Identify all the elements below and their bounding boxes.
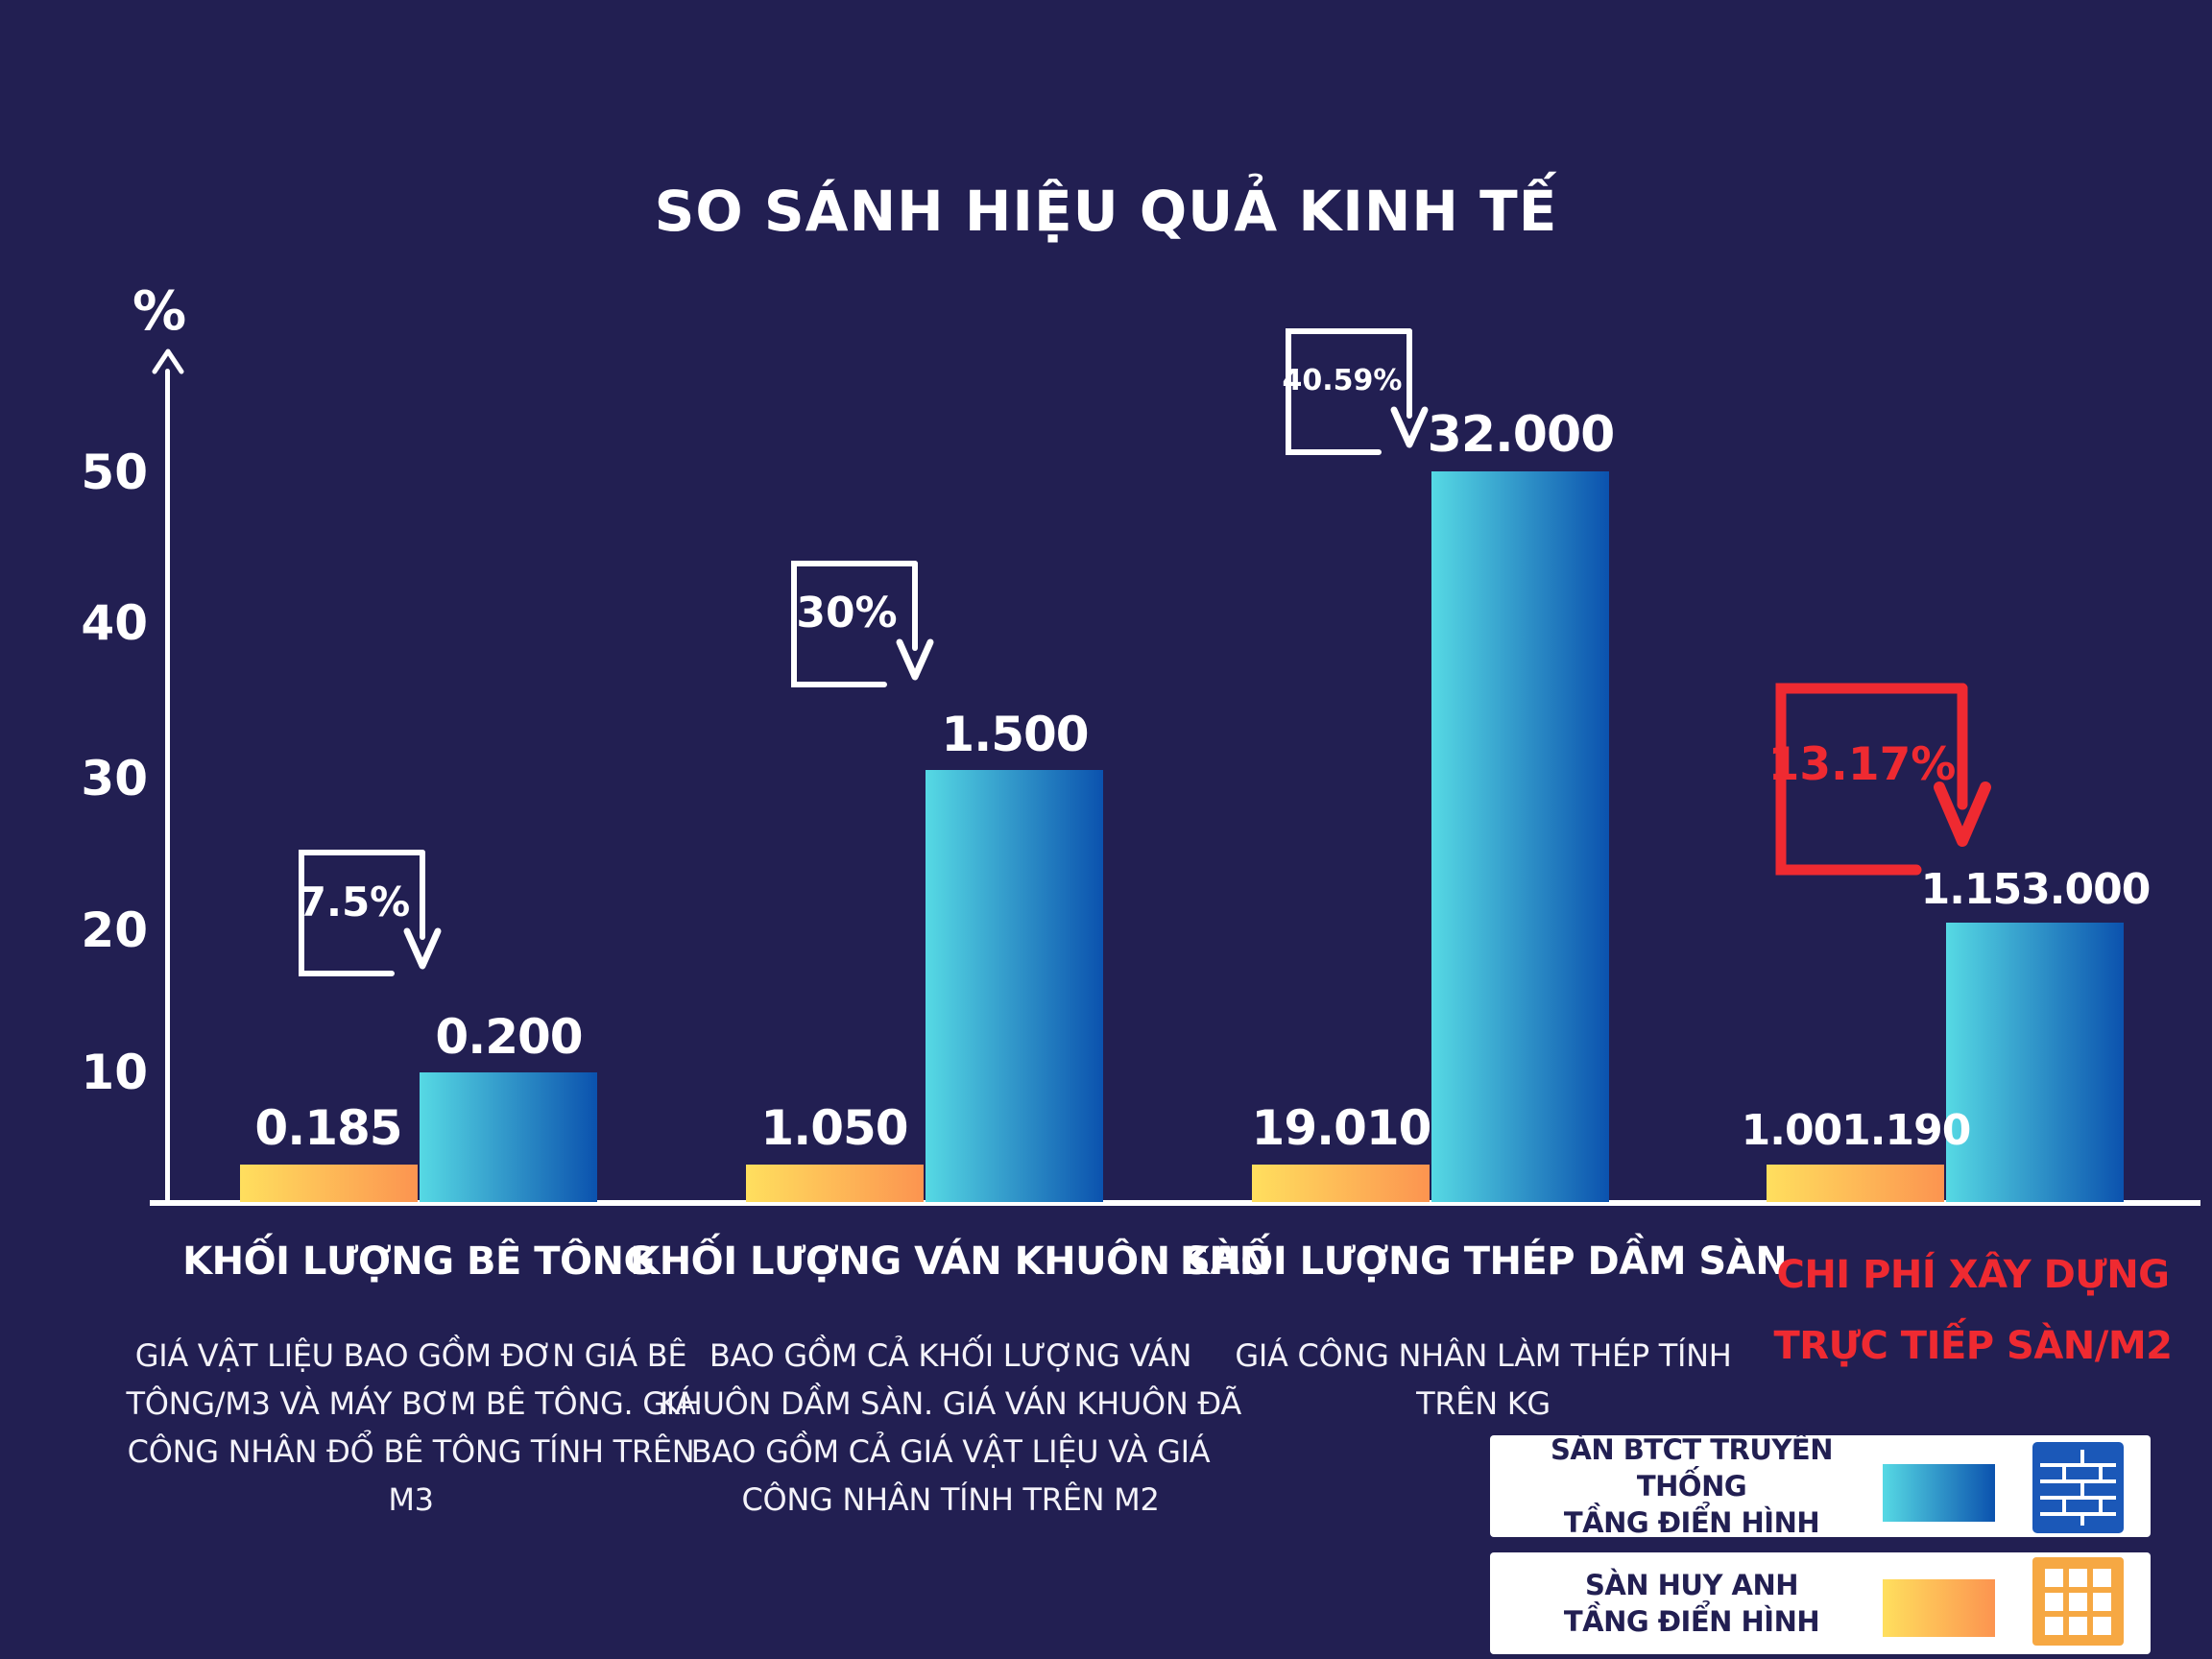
category-label-betong: KHỐI LƯỢNG BÊ TÔNG (182, 1239, 655, 1284)
value-label-huyanh-vankhuon: 1.050 (760, 1100, 908, 1156)
category-label-chiphi-line1: CHI PHÍ XÂY DỰNG (1776, 1253, 2170, 1297)
reduction-value: 13.17% (1767, 737, 1957, 791)
category-description-vankhuon: BAO GỒM CẢ KHỐI LƯỢNG VÁN KHUÔN DẦM SÀN.… (660, 1337, 1241, 1518)
bar-huyanh-betong (240, 1164, 418, 1202)
legend-label-huyanh-line1: SÀN HUY ANH (1584, 1568, 1799, 1601)
grid-icon (2032, 1557, 2124, 1646)
bar-btct-betong (420, 1071, 597, 1202)
legend-label-btct-line1: SÀN BTCT TRUYỀN THỐNG (1551, 1432, 1833, 1503)
value-label-btct-thep: 32.000 (1427, 406, 1616, 464)
reduction-annotation-vankhuon: 30% (791, 561, 934, 687)
legend-swatch-orange (1883, 1579, 1995, 1637)
bar-btct-chiphi (1946, 922, 2124, 1202)
category-description-thep: GIÁ CÔNG NHÂN LÀM THÉP TÍNH TRÊN KG (1235, 1337, 1732, 1422)
bar-huyanh-vankhuon (746, 1164, 924, 1202)
y-axis-tick-40: 40 (81, 595, 148, 651)
brick-wall-icon (2032, 1442, 2124, 1533)
y-axis-line (165, 369, 170, 1202)
category-label-vankhuon: KHỐI LƯỢNG VÁN KHUÔN SÀN (630, 1239, 1271, 1284)
y-axis-arrowhead-icon (152, 349, 184, 374)
y-axis-tick-10: 10 (81, 1045, 148, 1100)
legend-label-huyanh-line2: TẦNG ĐIỂN HÌNH (1563, 1605, 1820, 1638)
reduction-value: 7.5% (298, 878, 411, 926)
value-label-btct-betong: 0.200 (435, 1009, 583, 1065)
page-title: SO SÁNH HIỆU QUẢ KINH TẾ (654, 179, 1558, 244)
reduction-value: 30% (796, 588, 898, 637)
down-arrow-box-icon (299, 850, 442, 976)
category-label-chiphi-line2: TRỰC TIẾP SÀN/M2 (1773, 1324, 2173, 1368)
legend-label-btct-line2: TẦNG ĐIỂN HÌNH (1563, 1506, 1820, 1540)
x-axis-line (150, 1200, 2200, 1206)
bar-huyanh-chiphi (1767, 1164, 1944, 1202)
reduction-annotation-thep: 40.59% (1282, 328, 1429, 455)
legend-card-btct: SÀN BTCT TRUYỀN THỐNG TẦNG ĐIỂN HÌNH (1490, 1433, 2151, 1540)
reduction-annotation-chiphi: 13.17% (1767, 683, 1991, 876)
reduction-annotation-betong: 7.5% (298, 850, 442, 976)
category-label-chiphi: CHI PHÍ XÂY DỰNG TRỰC TIẾP SÀN/M2 (1773, 1239, 2173, 1382)
category-label-thep: KHỐI LƯỢNG THÉP DẦM SÀN (1179, 1239, 1788, 1284)
y-axis-unit-label: % (132, 280, 187, 343)
bar-btct-vankhuon (926, 769, 1103, 1202)
down-arrow-box-icon (1775, 683, 1991, 876)
reduction-value: 40.59% (1282, 363, 1403, 397)
legend-card-huyanh: SÀN HUY ANH TẦNG ĐIỂN HÌNH (1490, 1552, 2151, 1654)
category-description-betong: GIÁ VẬT LIỆU BAO GỒM ĐƠN GIÁ BÊ TÔNG/M3 … (126, 1337, 696, 1518)
legend-label-btct: SÀN BTCT TRUYỀN THỐNG TẦNG ĐIỂN HÌNH (1500, 1433, 1884, 1540)
y-axis-tick-50: 50 (81, 445, 148, 500)
value-label-btct-vankhuon: 1.500 (941, 707, 1089, 762)
legend-swatch-blue (1883, 1464, 1995, 1522)
down-arrow-box-icon (1286, 328, 1429, 455)
y-axis-tick-20: 20 (81, 902, 148, 958)
y-axis-tick-30: 30 (81, 751, 148, 806)
down-arrow-box-icon (791, 561, 934, 687)
bar-huyanh-thep (1252, 1164, 1430, 1202)
value-label-huyanh-betong: 0.185 (254, 1100, 402, 1156)
value-label-btct-chiphi: 1.153.000 (1920, 865, 2152, 914)
value-label-huyanh-thep: 19.010 (1251, 1100, 1432, 1156)
legend-label-huyanh: SÀN HUY ANH TẦNG ĐIỂN HÌNH (1500, 1552, 1884, 1654)
bar-btct-thep (1431, 471, 1609, 1202)
value-label-huyanh-chiphi: 1.001.190 (1741, 1106, 1972, 1155)
